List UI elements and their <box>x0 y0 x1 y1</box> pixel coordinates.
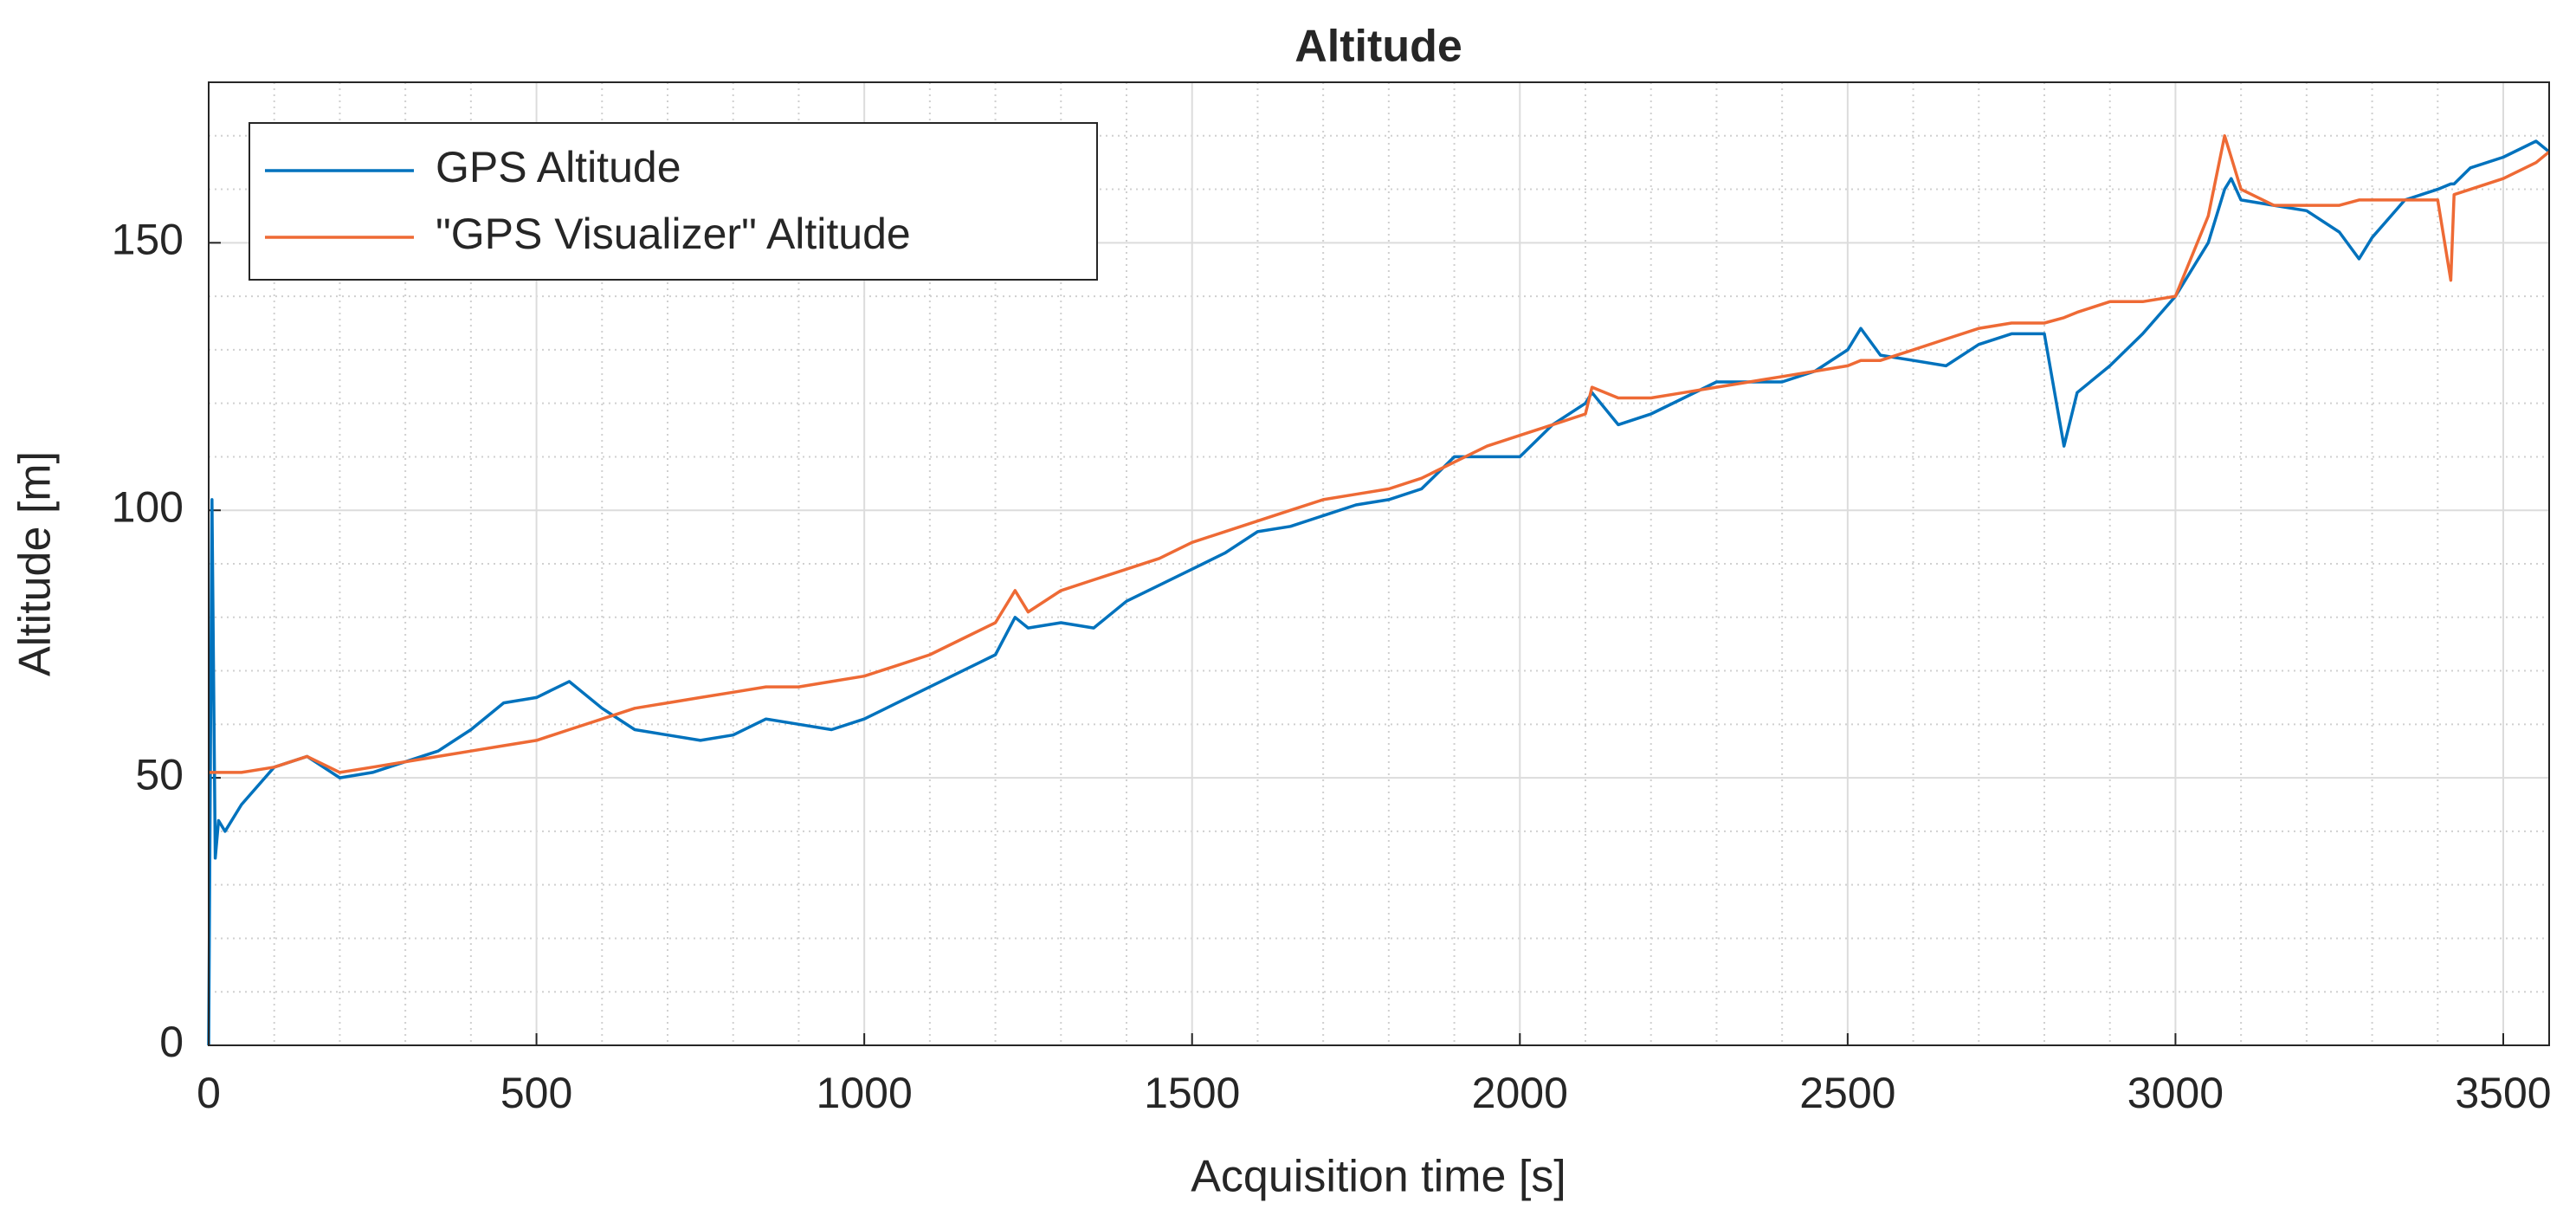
legend-label: "GPS Visualizer" Altitude <box>436 210 911 258</box>
legend-label: GPS Altitude <box>436 143 681 191</box>
x-tick-label: 3500 <box>2455 1069 2551 1117</box>
x-tick-label: 3000 <box>2127 1069 2224 1117</box>
y-tick-label: 100 <box>112 482 184 531</box>
y-tick-label: 150 <box>112 216 184 264</box>
x-tick-label: 1500 <box>1144 1069 1240 1117</box>
x-tick-label: 2500 <box>1799 1069 1895 1117</box>
y-tick-label: 50 <box>135 750 184 799</box>
plot-frame <box>208 81 2550 1046</box>
y-axis-label: Altitude [m] <box>10 451 61 676</box>
series-line <box>209 134 2551 774</box>
chart-title: Altitude <box>1294 22 1462 72</box>
x-tick-label: 500 <box>500 1069 572 1117</box>
legend-box <box>249 122 1098 281</box>
y-tick-label: 0 <box>159 1018 184 1066</box>
x-axis-label: Acquisition time [s] <box>1191 1152 1566 1202</box>
x-tick-label: 2000 <box>1472 1069 1568 1117</box>
x-tick-label: 0 <box>197 1069 221 1117</box>
series-line <box>207 139 2551 1046</box>
x-tick-label: 1000 <box>817 1069 913 1117</box>
